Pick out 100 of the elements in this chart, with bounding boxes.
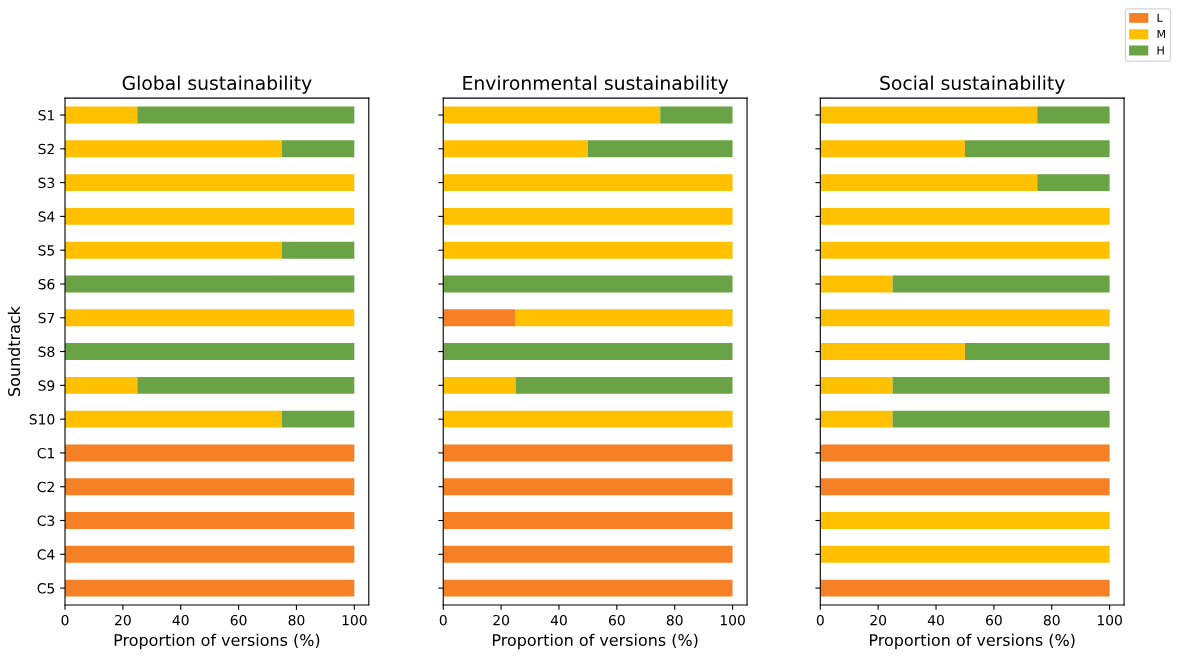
bar <box>820 410 893 428</box>
bar <box>443 275 733 293</box>
bar <box>65 309 355 327</box>
chart-title: Global sustainability <box>122 75 312 94</box>
bar <box>281 140 355 158</box>
y-tick-label: S3 <box>38 177 55 189</box>
bar <box>65 140 282 158</box>
x-axis-title: Proportion of versions (%) <box>492 633 698 650</box>
bar <box>820 512 1110 529</box>
bar <box>65 376 138 394</box>
x-tick-label: 20 <box>493 614 510 626</box>
bar <box>443 140 588 158</box>
x-tick-label: 80 <box>666 614 683 626</box>
bar <box>820 478 1110 496</box>
bar <box>587 140 733 158</box>
x-tick-label: 100 <box>342 614 367 626</box>
y-tick-label: C5 <box>37 583 55 594</box>
y-tick-label: S2 <box>38 143 54 155</box>
bar <box>892 410 1110 428</box>
bar <box>964 343 1110 360</box>
bar <box>820 207 1110 225</box>
y-tick-label: C1 <box>37 447 54 459</box>
y-tick-label: C2 <box>37 481 54 493</box>
bar <box>1037 106 1110 124</box>
y-tick-label: S10 <box>29 414 55 425</box>
x-tick-label: 0 <box>439 614 447 626</box>
y-tick-label: C4 <box>37 549 55 560</box>
bar <box>65 545 355 563</box>
bar <box>820 309 1110 327</box>
bar <box>65 512 355 529</box>
x-tick-label: 80 <box>288 614 305 626</box>
bar <box>65 241 282 259</box>
bar <box>65 410 282 428</box>
x-tick-label: 80 <box>1043 614 1060 626</box>
bar <box>65 275 355 293</box>
bar <box>443 512 733 529</box>
bar <box>892 376 1110 394</box>
bar <box>443 444 733 462</box>
x-tick-label: 100 <box>1097 614 1122 626</box>
legend-label: H <box>1157 46 1164 55</box>
bar <box>443 410 733 428</box>
y-tick-label: S8 <box>38 346 55 358</box>
chart-title: Environmental sustainability <box>463 75 729 94</box>
bar <box>65 207 355 225</box>
x-tick-label: 60 <box>608 614 625 626</box>
bar <box>820 579 1110 597</box>
bar <box>443 106 661 124</box>
bar <box>443 343 733 360</box>
y-tick-label: S5 <box>38 245 55 256</box>
legend-label: L <box>1157 13 1163 22</box>
bar <box>65 106 138 124</box>
bar <box>65 478 355 496</box>
y-tick-label: S9 <box>38 380 55 391</box>
bar <box>443 241 733 259</box>
bar <box>820 275 893 293</box>
bar <box>65 343 355 360</box>
x-tick-label: 60 <box>230 614 247 626</box>
x-axis-title: Proportion of versions (%) <box>870 633 1075 650</box>
bar <box>892 275 1110 293</box>
bar <box>820 241 1110 259</box>
x-tick-label: 60 <box>986 614 1002 626</box>
bar <box>65 579 355 597</box>
y-tick-label: S6 <box>38 278 55 290</box>
bar <box>820 376 893 394</box>
x-tick-label: 100 <box>720 614 745 626</box>
bar <box>660 106 733 124</box>
bar <box>281 410 355 428</box>
bar <box>65 444 355 462</box>
chart-title: Social sustainability <box>880 75 1065 94</box>
bar <box>820 106 1038 124</box>
x-tick-label: 0 <box>816 614 824 626</box>
bar <box>515 376 733 394</box>
y-tick-label: C3 <box>37 515 55 526</box>
y-tick-label: S1 <box>38 109 54 121</box>
bar <box>820 444 1110 462</box>
y-tick-label: S7 <box>38 312 55 324</box>
bar <box>443 376 516 394</box>
bar <box>137 376 355 394</box>
x-tick-label: 40 <box>550 614 567 626</box>
y-axis-title: Soundtrack <box>7 306 21 396</box>
y-tick-label: S4 <box>38 211 55 222</box>
bar <box>443 309 516 327</box>
bar <box>443 545 733 563</box>
legend-label: M <box>1157 29 1166 39</box>
x-tick-label: 40 <box>927 614 944 626</box>
bar <box>443 174 733 192</box>
bar <box>65 174 355 192</box>
bar <box>443 478 733 496</box>
bar <box>515 309 733 327</box>
x-axis-title: Proportion of versions (%) <box>114 633 320 650</box>
bar <box>964 140 1110 158</box>
bar <box>443 207 733 225</box>
bar <box>820 545 1110 563</box>
bar <box>281 241 355 259</box>
bar <box>820 140 965 158</box>
bar <box>137 106 355 124</box>
x-tick-label: 40 <box>172 614 189 626</box>
x-tick-label: 0 <box>61 614 69 626</box>
x-tick-label: 20 <box>870 614 887 626</box>
bar <box>820 343 965 360</box>
